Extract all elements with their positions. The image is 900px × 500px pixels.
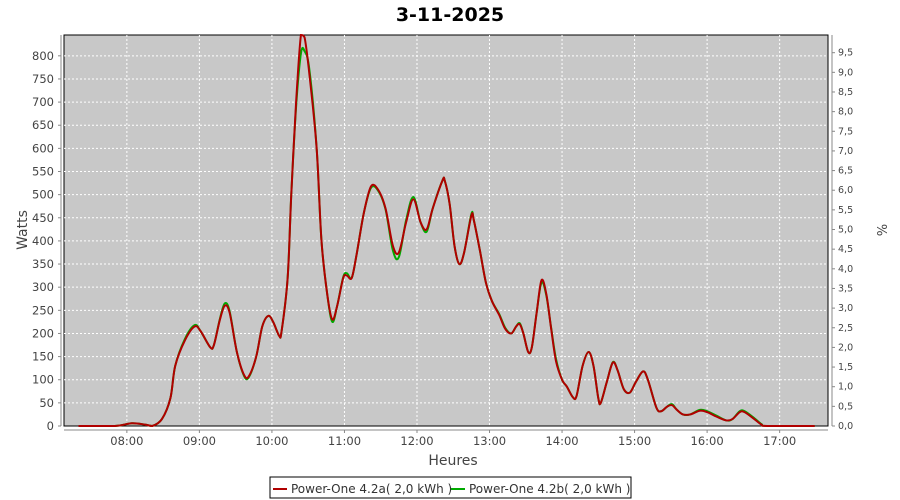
plot-area [63, 34, 829, 427]
y2-tick-label: 2,5 [838, 323, 853, 334]
x-tick-label: 10:00 [255, 434, 288, 448]
series-line-4-2a [78, 33, 815, 428]
y2-tick-label: 2,0 [838, 342, 853, 353]
y-tick-label: 400 [32, 234, 54, 248]
y-tick-label: 200 [32, 326, 54, 340]
series-lines [78, 33, 815, 428]
y2-tick-label: 5,5 [838, 205, 853, 216]
y2-tick-label: 4,5 [838, 244, 853, 255]
y-tick-label: 500 [32, 188, 54, 202]
y2-axis-label: % [873, 224, 888, 236]
y2-tick-label: 3,0 [838, 303, 853, 314]
y-tick-label: 150 [32, 350, 54, 364]
y2-tick-label: 7,5 [838, 126, 853, 137]
y2-tick-label: 1,0 [838, 382, 853, 393]
y-tick-label: 300 [32, 280, 54, 294]
y-tick-label: 550 [32, 165, 54, 179]
y2-tick-label: 8,0 [838, 107, 853, 118]
y-tick-label: 650 [32, 118, 54, 132]
x-axis-label: Heures [428, 453, 477, 469]
x-tick-label: 11:00 [328, 434, 361, 448]
legend-label-b: Power-One 4.2b( 2,0 kWh ) [469, 482, 630, 496]
y-tick-label: 50 [39, 396, 54, 410]
y-tick-label: 100 [32, 373, 54, 387]
y-tick-label: 750 [32, 72, 54, 86]
y2-tick-label: 7,0 [838, 146, 853, 157]
y2-tick-label: 3,5 [838, 283, 853, 294]
grid-lines [64, 35, 828, 426]
x-tick-label: 17:00 [763, 434, 796, 448]
y-tick-label: 700 [32, 95, 54, 109]
y-tick-label: 0 [47, 419, 54, 433]
axes: 0 50 100 150 200 250 300 350 400 450 500 550 600 650 7… [32, 35, 853, 448]
x-tick-label: 12:00 [400, 434, 433, 448]
y2-tick-label: 8,5 [838, 87, 853, 98]
y2-tick-label: 0,5 [838, 401, 853, 412]
x-tick-label: 14:00 [545, 434, 578, 448]
x-tick-label: 09:00 [183, 434, 216, 448]
y2-tick-label: 5,0 [838, 225, 853, 236]
y-axis-label: Watts [15, 210, 31, 250]
x-tick-label: 15:00 [618, 434, 651, 448]
y-tick-label: 350 [32, 257, 54, 271]
y2-tick-label: 0,0 [838, 421, 853, 432]
y-tick-label: 800 [32, 49, 54, 63]
y2-tick-label: 6,5 [838, 166, 853, 177]
x-tick-label: 08:00 [110, 434, 143, 448]
y2-tick-label: 1,5 [838, 362, 853, 373]
y-tick-label: 600 [32, 141, 54, 155]
y-tick-label: 250 [32, 303, 54, 317]
legend-label-a: Power-One 4.2a( 2,0 kWh ) [291, 482, 452, 496]
y2-tick-label: 9,5 [838, 48, 853, 59]
chart-title: 3-11-2025 [396, 4, 504, 26]
x-tick-label: 16:00 [691, 434, 724, 448]
y-tick-label: 450 [32, 211, 54, 225]
legend: Power-One 4.2a( 2,0 kWh ) Power-One 4.2b… [269, 476, 632, 499]
y2-tick-label: 6,0 [838, 185, 853, 196]
x-tick-label: 13:00 [473, 434, 506, 448]
y2-tick-label: 4,0 [838, 264, 853, 275]
y2-tick-label: 9,0 [838, 67, 853, 78]
